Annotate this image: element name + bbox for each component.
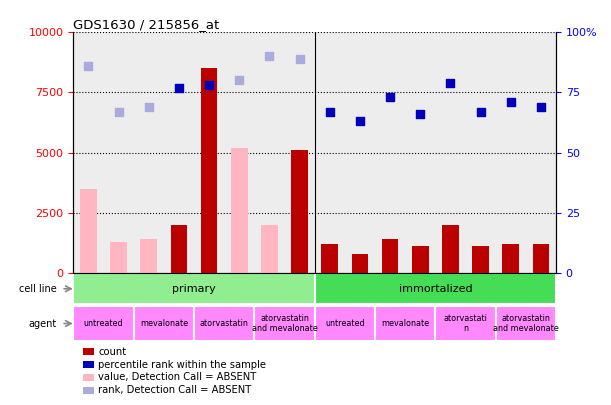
- Point: [506, 99, 516, 105]
- Point: [476, 109, 486, 115]
- Text: percentile rank within the sample: percentile rank within the sample: [98, 360, 266, 369]
- Bar: [254, 32, 285, 273]
- Text: atorvastatin
and mevalonate: atorvastatin and mevalonate: [252, 314, 317, 333]
- Bar: [382, 239, 398, 273]
- Bar: [73, 273, 315, 304]
- Text: untreated: untreated: [84, 319, 123, 328]
- Bar: [83, 387, 93, 394]
- Bar: [412, 246, 428, 273]
- Bar: [170, 225, 187, 273]
- Bar: [261, 225, 278, 273]
- Bar: [285, 32, 315, 273]
- Bar: [321, 244, 338, 273]
- Text: atorvastati
n: atorvastati n: [444, 314, 488, 333]
- Point: [235, 77, 244, 84]
- Bar: [83, 348, 93, 355]
- Bar: [164, 32, 194, 273]
- Text: GDS1630 / 215856_at: GDS1630 / 215856_at: [73, 18, 219, 31]
- Bar: [436, 32, 466, 273]
- Text: value, Detection Call = ABSENT: value, Detection Call = ABSENT: [98, 373, 257, 382]
- Bar: [73, 305, 134, 341]
- Bar: [254, 305, 315, 341]
- Bar: [73, 32, 103, 273]
- Bar: [224, 32, 254, 273]
- Bar: [315, 273, 556, 304]
- Bar: [436, 305, 496, 341]
- Text: rank, Detection Call = ABSENT: rank, Detection Call = ABSENT: [98, 386, 252, 395]
- Bar: [375, 32, 405, 273]
- Bar: [442, 225, 459, 273]
- Bar: [83, 374, 93, 381]
- Bar: [134, 305, 194, 341]
- Point: [295, 55, 304, 62]
- Bar: [315, 32, 345, 273]
- Bar: [83, 361, 93, 368]
- Bar: [291, 150, 308, 273]
- Bar: [194, 32, 224, 273]
- Bar: [375, 305, 436, 341]
- Text: agent: agent: [28, 318, 56, 328]
- Bar: [231, 148, 247, 273]
- Text: cell line: cell line: [19, 284, 56, 294]
- Point: [84, 63, 93, 69]
- Bar: [526, 32, 556, 273]
- Text: mevalonate: mevalonate: [140, 319, 188, 328]
- Bar: [194, 305, 254, 341]
- Bar: [134, 32, 164, 273]
- Text: primary: primary: [172, 284, 216, 294]
- Point: [265, 53, 274, 60]
- Bar: [466, 32, 496, 273]
- Bar: [496, 32, 526, 273]
- Bar: [502, 244, 519, 273]
- Bar: [315, 305, 375, 341]
- Text: atorvastatin
and mevalonate: atorvastatin and mevalonate: [493, 314, 558, 333]
- Text: atorvastatin: atorvastatin: [200, 319, 249, 328]
- Point: [144, 104, 153, 110]
- Point: [114, 109, 123, 115]
- Point: [445, 80, 455, 86]
- Point: [355, 118, 365, 125]
- Bar: [201, 68, 218, 273]
- Bar: [345, 32, 375, 273]
- Bar: [533, 244, 549, 273]
- Bar: [141, 239, 157, 273]
- Text: immortalized: immortalized: [398, 284, 472, 294]
- Point: [536, 104, 546, 110]
- Point: [385, 94, 395, 100]
- Bar: [351, 254, 368, 273]
- Bar: [472, 246, 489, 273]
- Point: [204, 82, 214, 89]
- Text: mevalonate: mevalonate: [381, 319, 430, 328]
- Text: untreated: untreated: [325, 319, 365, 328]
- Text: count: count: [98, 347, 126, 356]
- Point: [325, 109, 335, 115]
- Bar: [103, 32, 134, 273]
- Bar: [110, 241, 127, 273]
- Bar: [405, 32, 435, 273]
- Bar: [496, 305, 556, 341]
- Bar: [80, 189, 97, 273]
- Point: [415, 111, 425, 117]
- Point: [174, 85, 184, 91]
